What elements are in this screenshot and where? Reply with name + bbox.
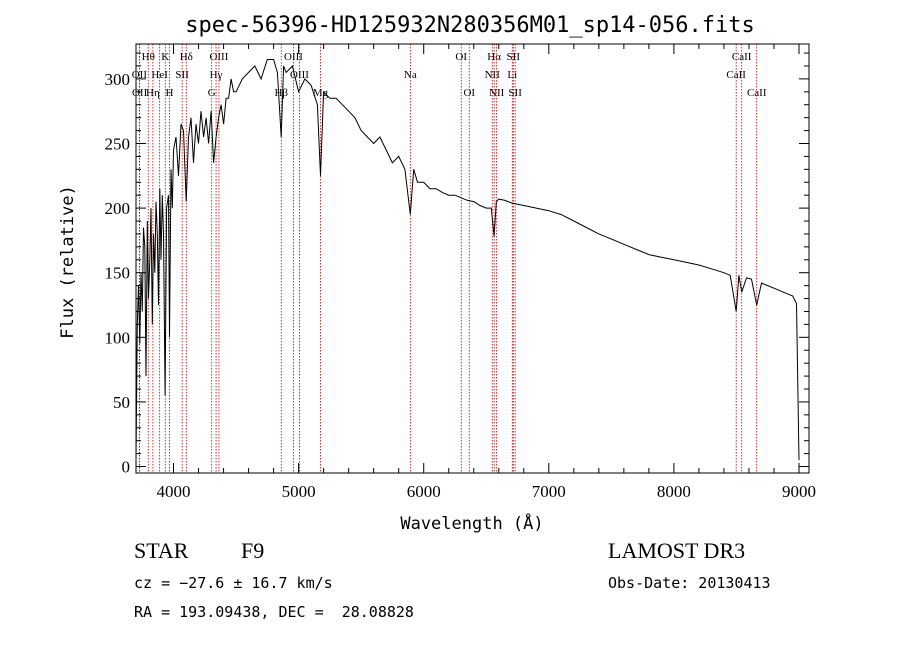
y-tick-label-5: 250	[105, 134, 131, 153]
line-label-19: Hα	[487, 51, 501, 63]
line-label-14: Hβ	[274, 87, 288, 99]
x-tick-label-4: 8000	[657, 482, 691, 501]
line-label-24: SII	[508, 87, 522, 99]
x-tick-label-0: 4000	[157, 482, 191, 501]
chart-title: spec-56396-HD125932N280356M01_sp14-056.f…	[185, 13, 755, 38]
line-label-23: Li	[507, 69, 517, 81]
line-label-22: SII	[507, 51, 521, 63]
x-tick-label-5: 9000	[782, 482, 816, 501]
axis-ticks: 4000 5000 6000 7000 8000 9000 0 50 100 150 200 250 3…	[105, 44, 816, 501]
line-label-18: OI	[463, 87, 475, 99]
line-label-15: Mg	[313, 87, 329, 99]
x-axis-label: Wavelength (Å)	[400, 512, 543, 534]
line-label-26: CaII	[726, 69, 746, 81]
line-label-25: CaII	[732, 51, 752, 63]
y-tick-label-4: 200	[105, 199, 131, 218]
y-tick-label-2: 100	[105, 328, 131, 347]
line-label-2: Hη	[146, 87, 160, 99]
line-label-10: Hγ	[210, 69, 223, 81]
line-label-4: K	[161, 51, 169, 63]
line-label-21: NII	[489, 87, 505, 99]
x-tick-label-1: 5000	[282, 482, 316, 501]
line-label-12: OIII	[284, 51, 303, 63]
flux-series	[135, 59, 800, 461]
line-label-5: HeI	[151, 69, 168, 81]
line-label-0: Hθ	[142, 51, 155, 63]
line-label-7: SII	[175, 69, 189, 81]
object-subclass: F9	[241, 538, 265, 563]
line-label-3: OII	[132, 87, 148, 99]
redshift-cz: cz = −27.6 ± 16.7 km/s	[134, 574, 333, 592]
observation-date: Obs-Date: 20130413	[608, 574, 771, 592]
survey-name: LAMOST DR3	[608, 538, 746, 563]
line-label-9: OIII	[209, 51, 228, 63]
line-label-17: OI	[455, 51, 467, 63]
line-label-11: G	[208, 87, 216, 99]
y-axis-label: Flux (relative)	[58, 185, 78, 339]
ra-dec: RA = 193.09438, DEC = 28.08828	[134, 603, 414, 621]
y-tick-label-0: 0	[122, 458, 131, 477]
line-label-13: OIII	[290, 69, 309, 81]
object-class: STAR	[134, 538, 189, 563]
line-label-27: CaII	[747, 87, 767, 99]
line-label-20: NII	[485, 69, 501, 81]
y-tick-label-6: 300	[105, 70, 131, 89]
y-tick-label-3: 150	[105, 264, 131, 283]
x-tick-label-3: 7000	[532, 482, 566, 501]
plot-frame	[135, 43, 810, 474]
x-tick-label-2: 6000	[407, 482, 441, 501]
line-label-16: Na	[404, 69, 417, 81]
line-label-6: H	[166, 87, 174, 99]
series-line-flux	[135, 59, 800, 461]
y-tick-label-1: 50	[113, 393, 130, 412]
line-label-8: Hδ	[180, 51, 193, 63]
